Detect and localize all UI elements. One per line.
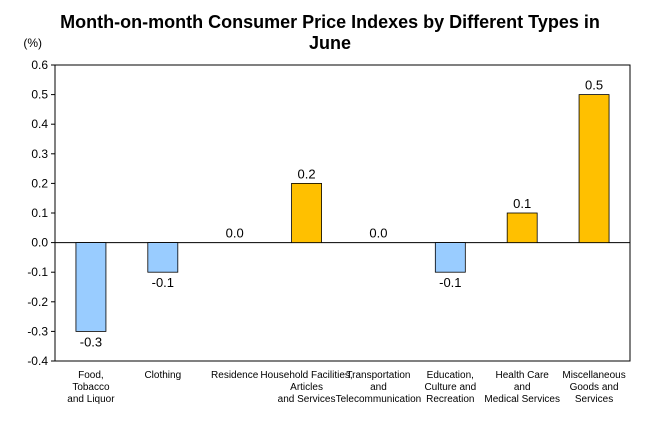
category-label: Education, Culture and Recreation (424, 370, 476, 405)
bar (578, 94, 610, 243)
bars (75, 94, 610, 332)
data-label: -0.1 (152, 275, 174, 290)
bar (434, 242, 466, 273)
category-label-line: Telecommunication (336, 394, 422, 405)
chart-title: Month-on-month Consumer Price Indexes by… (60, 12, 600, 53)
y-tick-label: 0.3 (31, 147, 48, 161)
category-label-line: Residence (211, 370, 259, 381)
category-label: Health Care and Medical Services (484, 370, 560, 405)
data-label: 0.2 (298, 166, 316, 181)
y-tick-label: -0.2 (27, 295, 48, 309)
y-tick-label: 0.6 (31, 58, 48, 72)
category-label-line: and (514, 382, 531, 393)
category-label: Miscellaneous Goods and Services (562, 370, 625, 405)
data-label: 0.5 (585, 78, 603, 93)
data-label: -0.1 (439, 275, 461, 290)
category-label-line: Household Facilities, (260, 370, 352, 381)
category-label-line: Health Care (496, 370, 550, 381)
category-label-line: Articles (290, 382, 323, 393)
y-tick-label: 0.4 (31, 117, 48, 131)
category-label: Residence (211, 370, 259, 381)
y-tick-label: -0.1 (27, 265, 48, 279)
category-label-line: Goods and (570, 382, 619, 393)
category-label: Food, Tobacco and Liquor (67, 370, 115, 405)
category-label-line: Transportation (346, 370, 410, 381)
plot-border (54, 64, 631, 362)
category-label-line: Tobacco (72, 382, 110, 393)
category-label: Clothing (144, 370, 181, 381)
category-label-line: Culture and (424, 382, 476, 393)
data-label: -0.3 (80, 334, 102, 349)
unit-label: (%) (23, 36, 42, 50)
category-label-line: Clothing (144, 370, 181, 381)
category-label-line: Miscellaneous (562, 370, 625, 381)
y-tick-label: 0.2 (31, 176, 48, 190)
y-tick-label: 0.0 (31, 236, 48, 250)
bar (291, 182, 322, 243)
data-label: 0.0 (369, 226, 387, 241)
bar (75, 242, 107, 332)
category-label-line: Medical Services (484, 394, 560, 405)
category-label-line: Food, (78, 370, 104, 381)
data-label: 0.0 (226, 226, 244, 241)
category-label-line: Education, (427, 370, 474, 381)
category-label: Household Facilities, Articles and Service… (260, 370, 352, 405)
category-label-line: Services (575, 394, 613, 405)
category-label: Transportation and Telecommunication (336, 370, 422, 405)
y-tick-label: 0.1 (31, 206, 48, 220)
plot-frame (54, 64, 631, 362)
bar (506, 212, 538, 244)
bar (147, 242, 179, 273)
category-label-line: Recreation (426, 394, 474, 405)
y-tick-label: -0.4 (27, 354, 48, 368)
category-label-line: and (370, 382, 387, 393)
category-label-line: and Liquor (67, 394, 115, 405)
y-tick-label: 0.5 (31, 88, 48, 102)
y-axis: (%) 0.6 0.5 0.4 0.3 0.2 0.1 0.0 -0.1 -0.2 -0.3 -0.4 (23, 36, 55, 368)
data-label: 0.1 (513, 196, 531, 211)
category-label-line: and Services (278, 394, 336, 405)
y-tick-label: -0.3 (27, 324, 48, 338)
data-labels: -0.3 -0.1 0.0 0.2 0.0 -0.1 0.1 0.5 (80, 78, 603, 350)
